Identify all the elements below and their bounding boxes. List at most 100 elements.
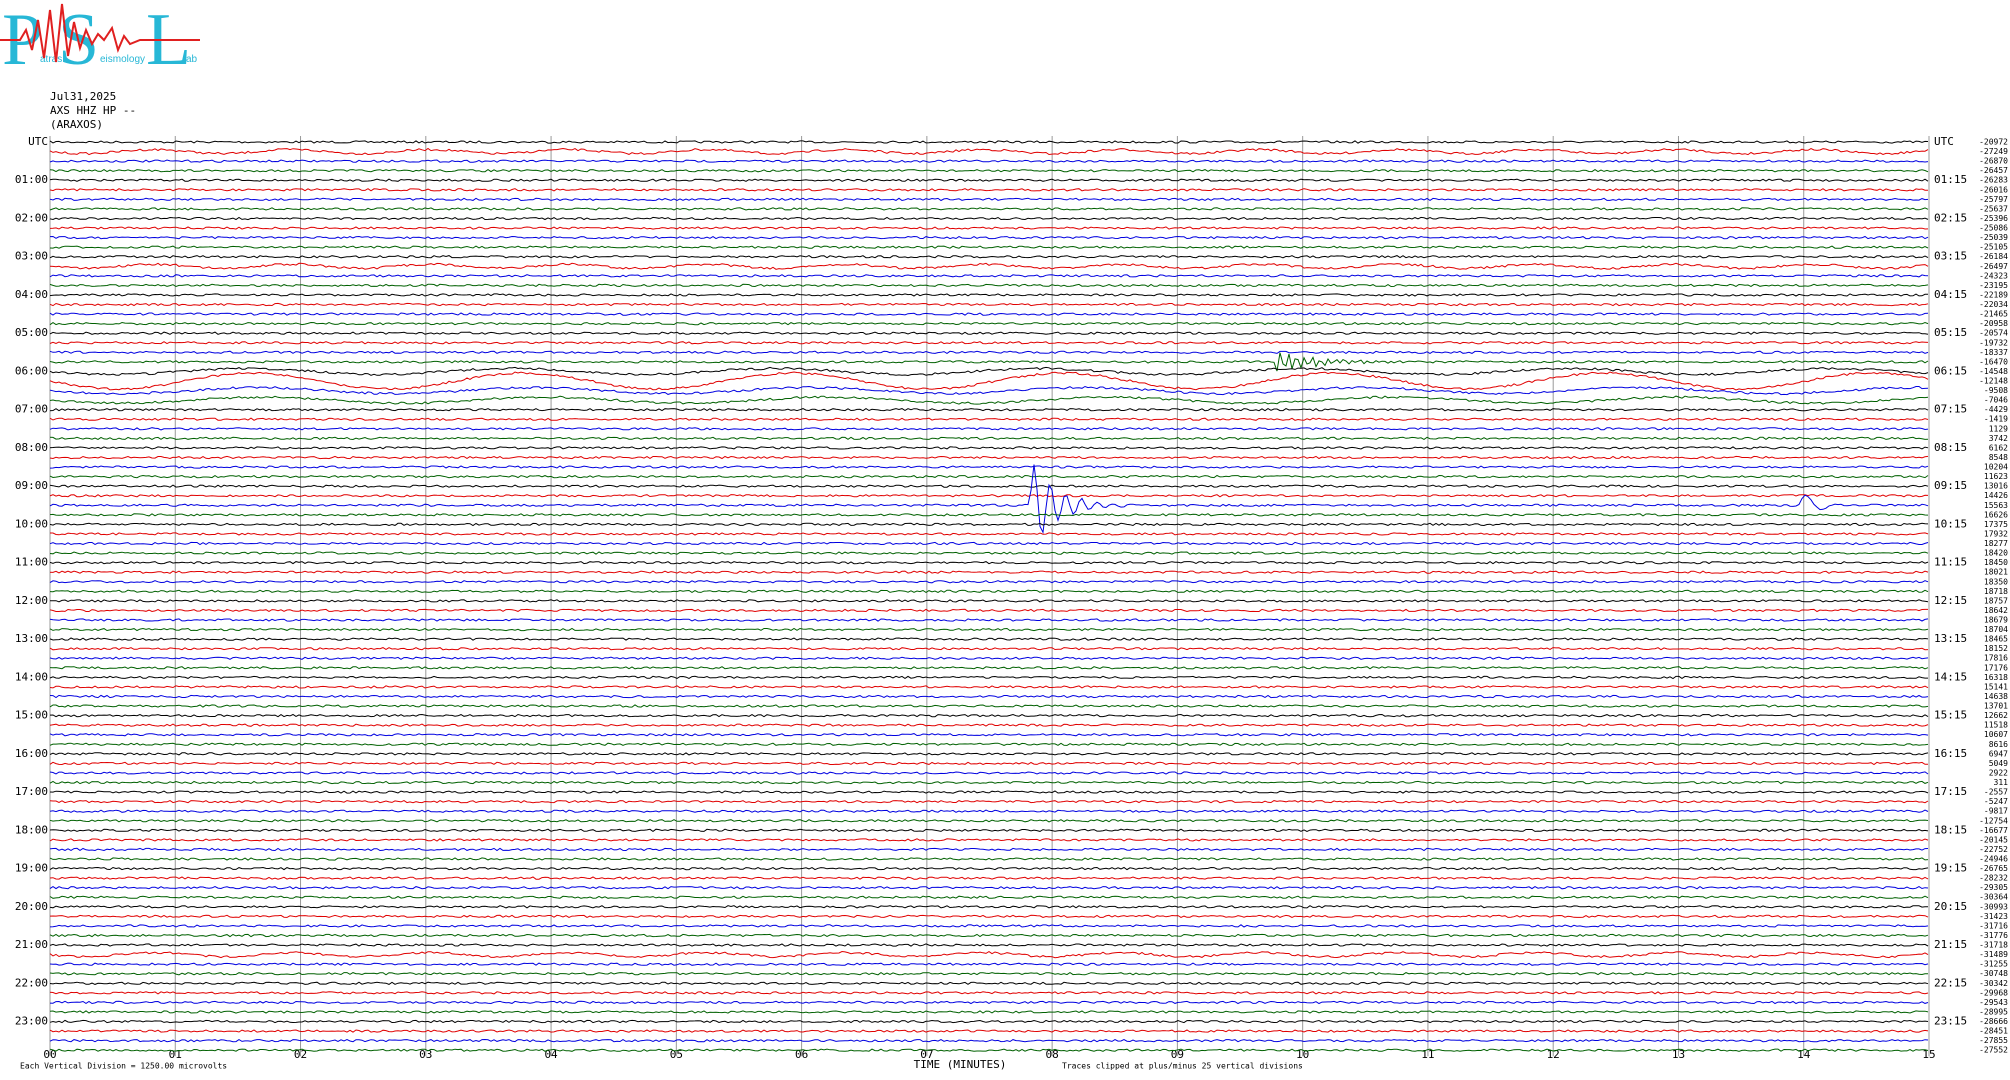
hour-label: 14:15 [1934, 670, 1967, 683]
logo: P S L atras eismology ab [0, 0, 200, 81]
trace [49, 866, 1929, 871]
offset-label: 18718 [1984, 587, 2008, 596]
trace [49, 1019, 1929, 1024]
trace [49, 168, 1929, 173]
trace [49, 321, 1929, 326]
trace [49, 283, 1929, 288]
x-tick-label: 08 [1046, 1048, 1059, 1061]
offset-label: -26765 [1979, 864, 2008, 873]
offset-label: -16677 [1979, 826, 2008, 835]
trace [49, 395, 1929, 405]
trace [49, 771, 1929, 775]
trace [49, 474, 1929, 479]
hour-label: 02:00 [15, 211, 48, 224]
hour-label: 06:00 [15, 364, 48, 377]
hour-label: 13:00 [15, 632, 48, 645]
hour-label: 21:00 [15, 938, 48, 951]
trace [49, 905, 1928, 909]
offset-label: -25637 [1979, 204, 2008, 213]
offset-label: -24323 [1979, 271, 2008, 280]
offset-label: 5049 [1989, 759, 2008, 768]
trace [49, 933, 1929, 938]
offset-label: -26870 [1979, 157, 2008, 166]
hour-label: 15:15 [1934, 709, 1967, 722]
trace [49, 675, 1928, 680]
trace [49, 331, 1929, 335]
offset-label: 17932 [1984, 529, 2008, 538]
trace [49, 513, 1929, 517]
trace [49, 752, 1929, 756]
hour-label: UTC [28, 135, 48, 148]
offset-label: -28995 [1979, 1007, 2008, 1016]
trace [49, 207, 1929, 211]
offset-label: -26184 [1979, 252, 2008, 261]
hour-label: 21:15 [1934, 938, 1967, 951]
hour-label: 11:15 [1934, 556, 1967, 569]
trace [49, 924, 1929, 928]
x-tick-label: 15 [1922, 1048, 1935, 1061]
offset-label: -27855 [1979, 1036, 2008, 1045]
trace [49, 713, 1929, 718]
offset-label: 15563 [1984, 501, 2008, 510]
offset-label: -12148 [1979, 377, 2008, 386]
offset-label: -25039 [1979, 233, 2008, 242]
hour-label: UTC [1934, 135, 1954, 148]
offset-label: -25105 [1979, 243, 2008, 252]
offset-label: -26016 [1979, 185, 2008, 194]
offset-label: 12662 [1984, 711, 2008, 720]
offset-label: -20958 [1979, 319, 2008, 328]
trace [49, 981, 1929, 985]
trace [49, 943, 1929, 947]
offset-label: 14638 [1984, 692, 2008, 701]
offset-label: 1129 [1989, 424, 2008, 433]
trace [49, 800, 1929, 804]
trace [49, 302, 1929, 307]
trace [49, 484, 1929, 488]
offset-label: -29305 [1979, 883, 2008, 892]
trace [49, 895, 1929, 899]
trace [49, 914, 1929, 919]
offset-label: -29543 [1979, 998, 2008, 1007]
logo-squiggle [0, 3, 200, 63]
trace [49, 656, 1929, 660]
offset-label: 15141 [1984, 682, 2008, 691]
x-tick-label: 05 [670, 1048, 683, 1061]
hour-label: 01:00 [15, 173, 48, 186]
x-axis-title: TIME (MINUTES) [914, 1058, 1007, 1071]
offset-label: -26283 [1979, 176, 2008, 185]
trace [49, 178, 1929, 182]
trace [49, 385, 1929, 396]
trace [49, 694, 1929, 699]
trace [49, 761, 1929, 766]
trace [49, 828, 1929, 833]
clip-note: Traces clipped at plus/minus 25 vertical… [1062, 1062, 1303, 1071]
offset-label: -9817 [1984, 807, 2008, 816]
offset-label: -12754 [1979, 816, 2008, 825]
offset-label: -5247 [1984, 797, 2008, 806]
logo-word: atras [40, 54, 62, 65]
hour-label: 17:00 [15, 785, 48, 798]
hour-label: 08:15 [1934, 441, 1967, 454]
hour-label: 08:00 [15, 441, 48, 454]
offset-label: -25086 [1979, 224, 2008, 233]
offset-label: 8548 [1989, 453, 2008, 462]
hour-label: 16:00 [15, 747, 48, 760]
hour-label: 23:00 [15, 1015, 48, 1028]
trace [49, 417, 1929, 421]
trace [49, 876, 1929, 880]
trace [49, 647, 1929, 651]
trace [49, 570, 1929, 574]
offset-label: -26497 [1979, 262, 2008, 271]
trace [49, 371, 1929, 391]
date: Jul31,2025 [50, 90, 116, 103]
offset-label: 17816 [1984, 654, 2008, 663]
trace [49, 618, 1929, 622]
offset-label: 16318 [1984, 673, 2008, 682]
hour-label: 18:00 [15, 823, 48, 836]
offset-label: -20574 [1979, 329, 2008, 338]
offset-label: -9508 [1984, 386, 2008, 395]
offset-label: -31716 [1979, 921, 2008, 930]
offset-label: 18679 [1984, 616, 2008, 625]
trace [49, 427, 1929, 431]
offset-label: -31718 [1979, 941, 2008, 950]
